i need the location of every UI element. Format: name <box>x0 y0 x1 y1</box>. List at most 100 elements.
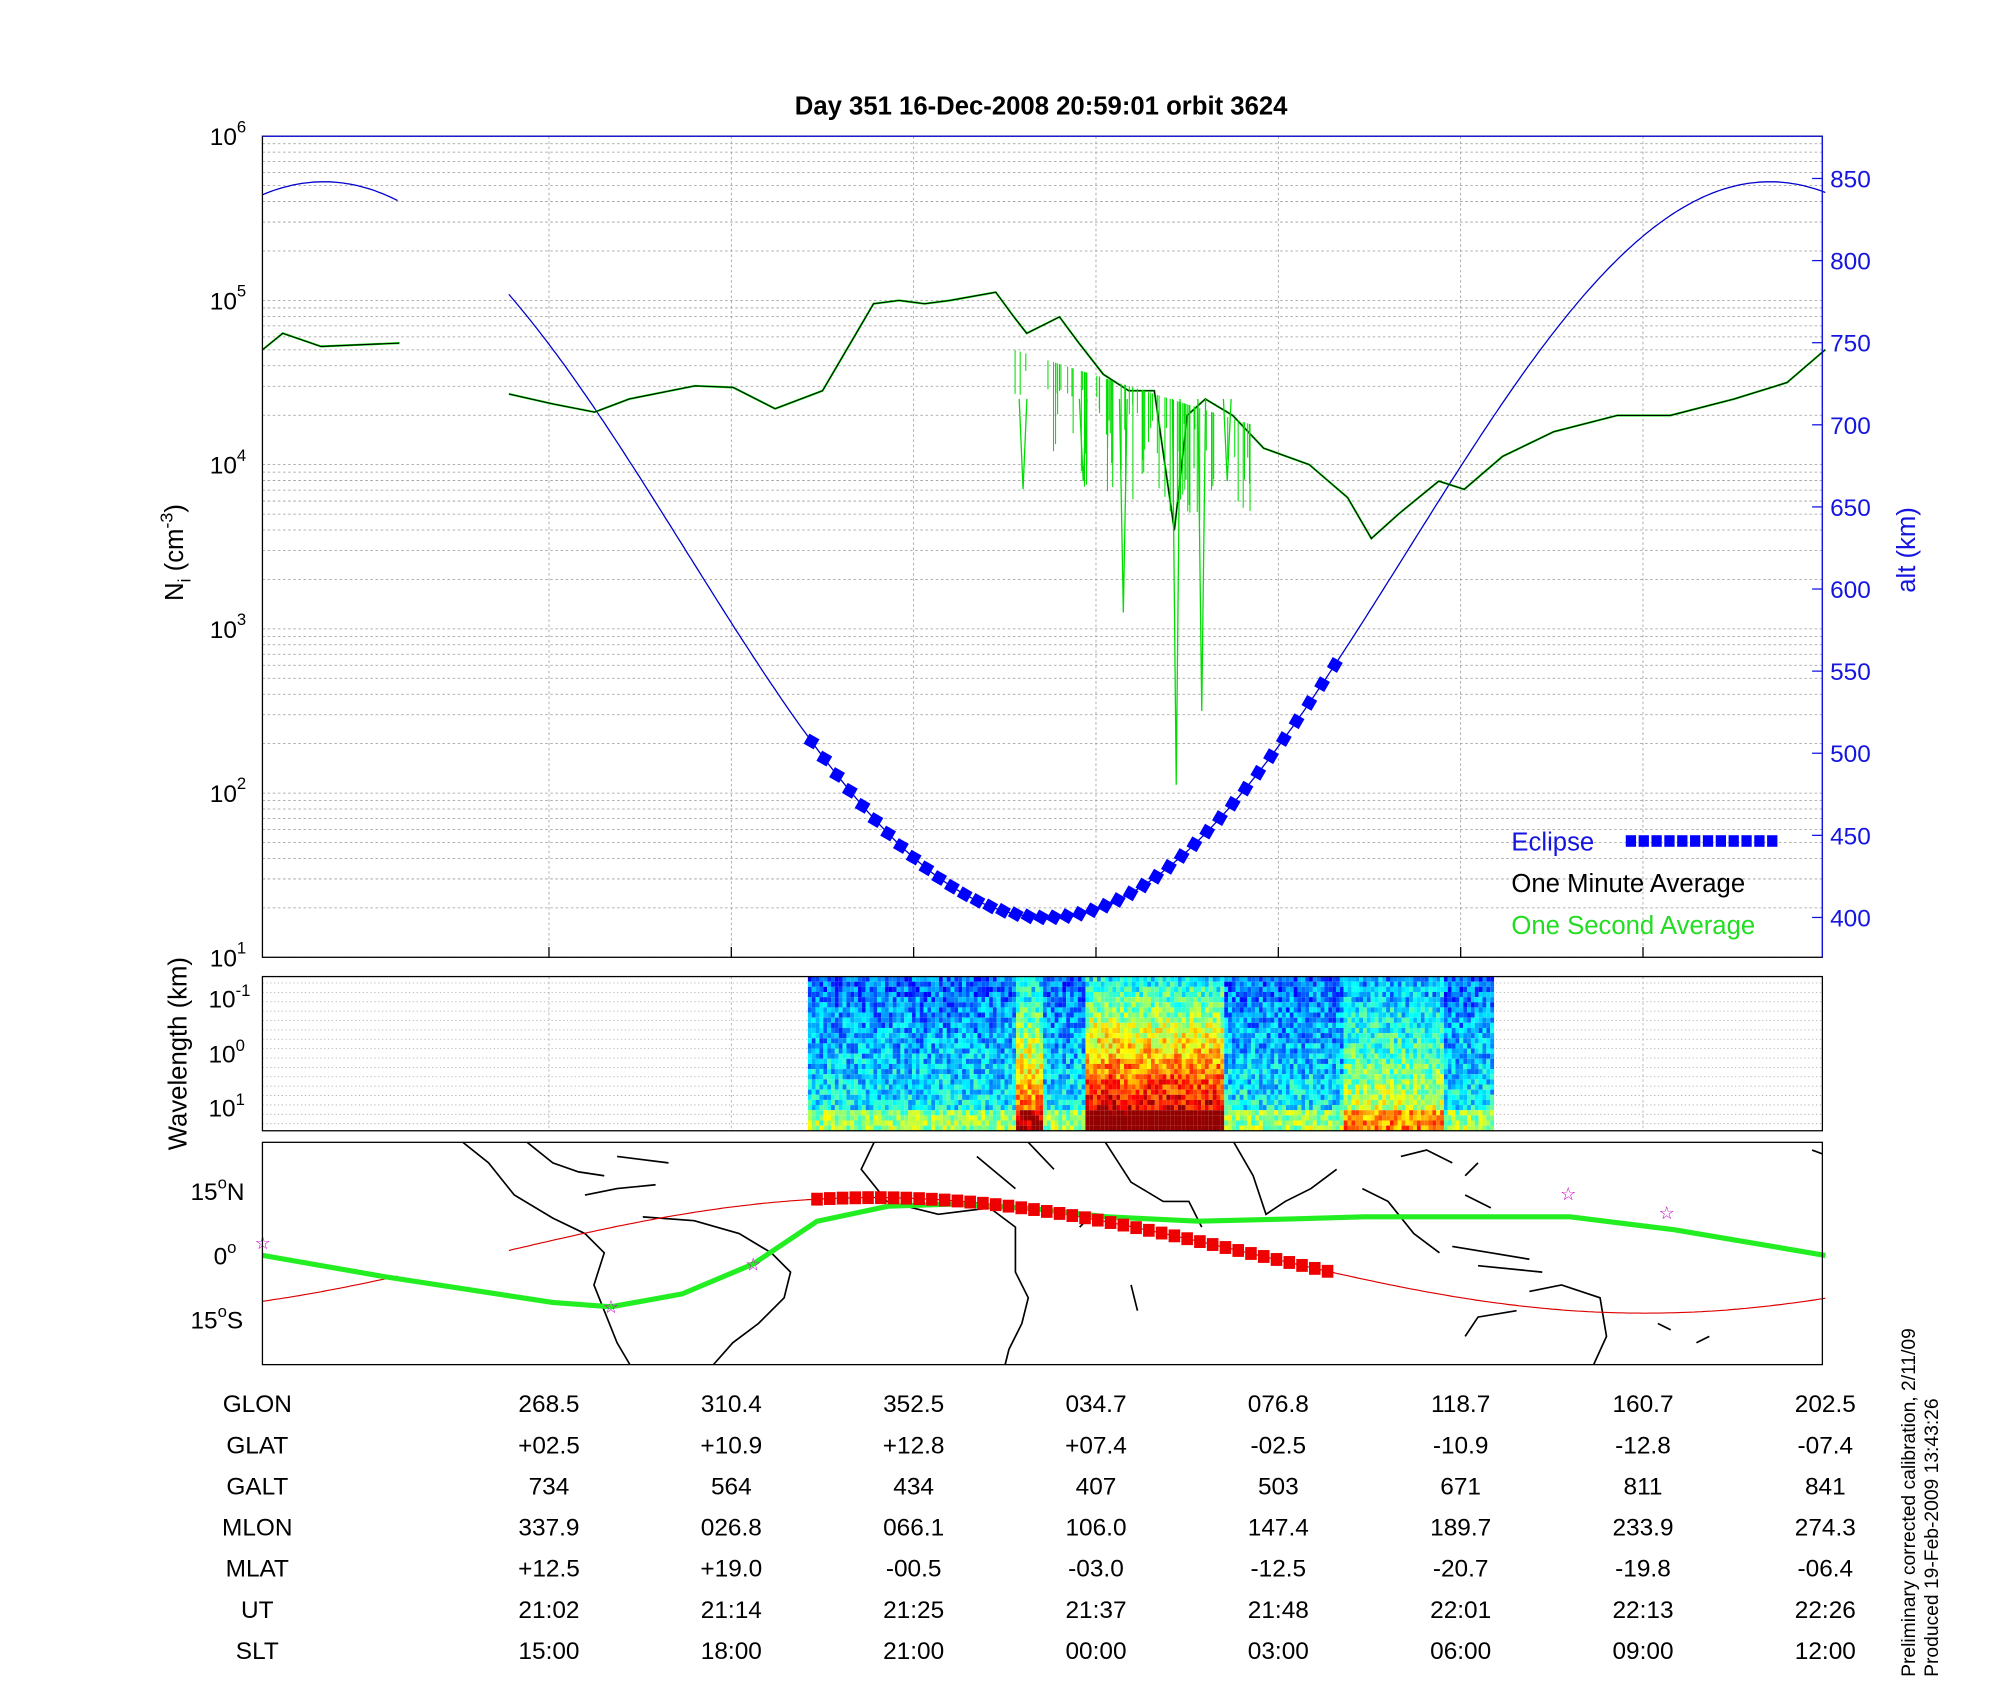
spectrogram-cell <box>1228 1007 1232 1012</box>
spectrogram-cell <box>1247 992 1251 997</box>
spectrogram-cell <box>1143 1079 1147 1084</box>
spectrogram-cell <box>1294 1095 1298 1100</box>
spectrogram-cell <box>1070 1054 1074 1059</box>
spectrogram-cell <box>854 1085 858 1090</box>
spectrogram-cell <box>989 1090 993 1095</box>
spectrogram-cell <box>1055 1110 1059 1115</box>
spectrogram-cell <box>1236 1085 1240 1090</box>
spectrogram-cell <box>1039 1095 1043 1100</box>
spectrogram-cell <box>835 1043 839 1048</box>
spectrogram-cell <box>1321 1059 1325 1064</box>
spectrogram-cell <box>920 1002 924 1007</box>
spectrogram-cell <box>1039 977 1043 982</box>
spectrogram-cell <box>1201 1090 1205 1095</box>
spectrogram-cell <box>1382 1115 1386 1120</box>
spectrogram-cell <box>924 1033 928 1038</box>
spectrogram-cell <box>1405 1090 1409 1095</box>
spectrogram-cell <box>846 1110 850 1115</box>
spectrogram-cell <box>1043 1028 1047 1033</box>
spectrogram-cell <box>1043 992 1047 997</box>
spectrogram-cell <box>1201 997 1205 1002</box>
spectrogram-cell <box>1147 1115 1151 1120</box>
spectrogram-cell <box>904 1023 908 1028</box>
spectrogram-cell <box>924 987 928 992</box>
spectrogram-cell <box>1074 997 1078 1002</box>
spectrogram-cell <box>1386 1033 1390 1038</box>
spectrogram-cell <box>885 1028 889 1033</box>
spectrogram-cell <box>916 1079 920 1084</box>
spectrogram-cell <box>1085 1126 1089 1131</box>
spectrogram-cell <box>1386 1079 1390 1084</box>
spectrogram-cell <box>1382 1038 1386 1043</box>
spectrogram-cell <box>951 1115 955 1120</box>
spectrogram-cell <box>1093 1069 1097 1074</box>
spectrogram-cell <box>916 1059 920 1064</box>
spectrogram-cell <box>1043 1069 1047 1074</box>
spectrogram-cell <box>904 1090 908 1095</box>
spectrogram-cell <box>881 1095 885 1100</box>
spectrogram-cell <box>1224 1090 1228 1095</box>
spectrogram-cell <box>927 1120 931 1125</box>
spectrogram-cell <box>1151 1074 1155 1079</box>
spectrogram-cell <box>1170 1033 1174 1038</box>
spectrogram-cell <box>1332 1100 1336 1105</box>
spectrogram-cell <box>893 997 897 1002</box>
spectrogram-cell <box>897 1054 901 1059</box>
spectrogram-cell <box>1213 997 1217 1002</box>
spectrogram-cell <box>893 992 897 997</box>
spectrogram-cell <box>1062 1002 1066 1007</box>
spectrogram-cell <box>1089 977 1093 982</box>
spectrogram-cell <box>1363 1079 1367 1084</box>
spectrogram-cell <box>889 1069 893 1074</box>
spectrogram-cell <box>970 1013 974 1018</box>
spectrogram-cell <box>1371 992 1375 997</box>
legend-eclipse-square <box>1754 835 1764 847</box>
spectrogram-cell <box>1166 1007 1170 1012</box>
spectrogram-cell <box>866 997 870 1002</box>
spectrogram-cell <box>904 1033 908 1038</box>
spectrogram-cell <box>1120 1043 1124 1048</box>
spectrogram-cell <box>1297 1095 1301 1100</box>
spectrogram-cell <box>993 1069 997 1074</box>
spectrogram-cell <box>827 1049 831 1054</box>
spectrogram-cell <box>1136 977 1140 982</box>
spectrogram-cell <box>1290 1059 1294 1064</box>
spectrogram-cell <box>1155 1110 1159 1115</box>
spectrogram-cell <box>1074 1018 1078 1023</box>
spectrogram-cell <box>1282 1090 1286 1095</box>
spectrogram-cell <box>1367 987 1371 992</box>
spectrogram-cell <box>854 1038 858 1043</box>
spectrogram-cell <box>1012 987 1016 992</box>
spectrogram-cell <box>1232 1018 1236 1023</box>
spectrogram-cell <box>1190 1085 1194 1090</box>
spectrogram-cell <box>1136 992 1140 997</box>
spectrogram-cell <box>1082 1002 1086 1007</box>
spectrogram-cell <box>1078 1059 1082 1064</box>
spectrogram-cell <box>839 1018 843 1023</box>
spectrogram-cell <box>1402 1018 1406 1023</box>
spectrogram-cell <box>916 1002 920 1007</box>
spectrogram-cell <box>835 1079 839 1084</box>
spectrogram-cell <box>1089 1095 1093 1100</box>
spectrogram-cell <box>1193 982 1197 987</box>
spectrogram-cell <box>958 1085 962 1090</box>
spectrogram-cell <box>1344 1090 1348 1095</box>
spectrogram-cell <box>1363 1090 1367 1095</box>
spectrogram-cell <box>1309 992 1313 997</box>
spectrogram-cell <box>1070 1028 1074 1033</box>
spectrogram-cell <box>808 1126 812 1131</box>
spectrogram-cell <box>943 1054 947 1059</box>
spectrogram-cell <box>1101 1007 1105 1012</box>
spectrogram-cell <box>1163 1023 1167 1028</box>
spectrogram-cell <box>947 1023 951 1028</box>
spectrogram-cell <box>943 1043 947 1048</box>
spectrogram-cell <box>1297 1100 1301 1105</box>
spectrogram-cell <box>1328 1018 1332 1023</box>
spectrogram-cell <box>970 1100 974 1105</box>
spectrogram-cell <box>1070 992 1074 997</box>
spectrogram-cell <box>1031 1090 1035 1095</box>
spectrogram-cell <box>1097 1013 1101 1018</box>
spectrogram-cell <box>1051 1049 1055 1054</box>
spectrogram-cell <box>1344 992 1348 997</box>
spectrogram-cell <box>1278 1007 1282 1012</box>
